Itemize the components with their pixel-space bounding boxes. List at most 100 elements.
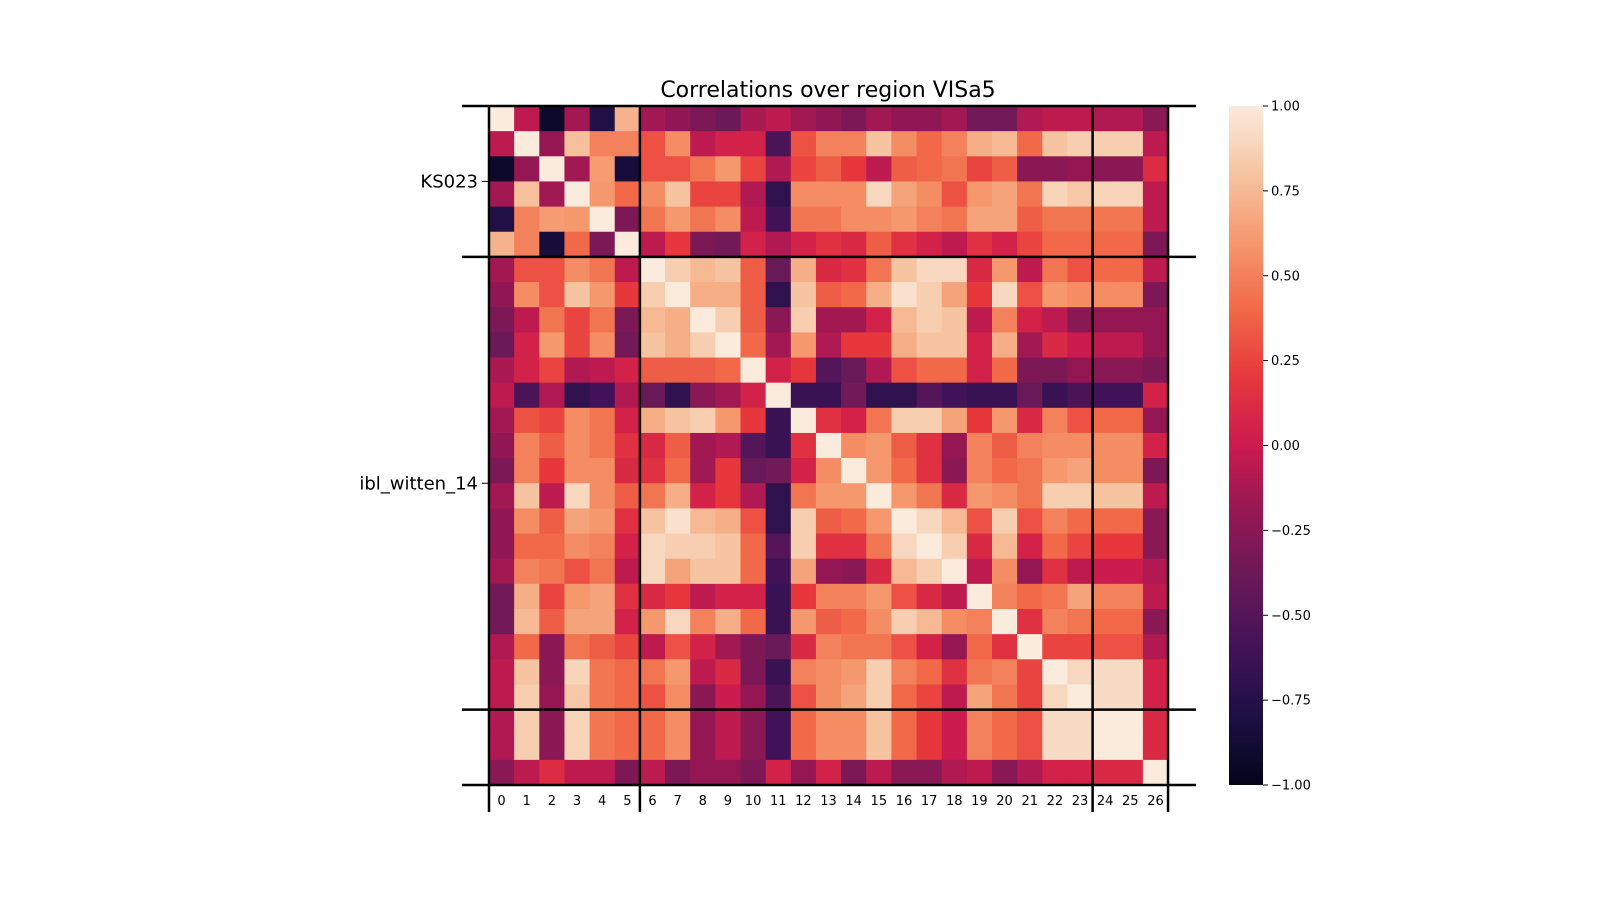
heatmap-cell-25-7 — [665, 734, 691, 761]
heatmap-cell-15-18 — [941, 483, 968, 509]
heatmap-cell-18-12 — [790, 558, 817, 585]
heatmap-cell-3-0 — [489, 181, 515, 208]
heatmap-cell-15-24 — [1092, 483, 1119, 509]
heatmap-cell-0-16 — [891, 106, 918, 132]
heatmap-cell-17-10 — [740, 533, 767, 560]
heatmap-cell-4-10 — [740, 206, 767, 233]
heatmap-cell-6-12 — [790, 256, 817, 283]
heatmap-cell-26-15 — [866, 759, 892, 786]
heatmap-cell-26-19 — [966, 759, 993, 786]
heatmap-cell-14-0 — [489, 458, 515, 484]
heatmap-cell-21-3 — [564, 634, 591, 660]
heatmap-cell-2-24 — [1092, 156, 1119, 183]
heatmap-cell-10-2 — [539, 357, 566, 384]
x-tick-label: 23 — [1072, 794, 1089, 809]
heatmap-cell-14-25 — [1117, 458, 1144, 484]
heatmap-cell-21-14 — [841, 634, 867, 660]
heatmap-cell-20-16 — [891, 609, 918, 635]
heatmap-cell-25-11 — [765, 734, 792, 761]
heatmap-cell-25-12 — [790, 734, 817, 761]
heatmap-cell-12-0 — [489, 407, 515, 434]
heatmap-cell-2-13 — [815, 156, 842, 183]
heatmap-cell-8-3 — [564, 307, 591, 333]
heatmap-cell-9-9 — [715, 332, 742, 359]
heatmap-cell-20-4 — [589, 609, 616, 635]
heatmap-cell-16-19 — [966, 508, 993, 535]
heatmap-cell-21-12 — [790, 634, 817, 660]
heatmap-cell-18-17 — [916, 558, 943, 585]
heatmap-cell-18-21 — [1017, 558, 1043, 585]
heatmap-cell-18-7 — [665, 558, 691, 585]
heatmap-cell-11-18 — [941, 382, 968, 409]
heatmap-cell-2-8 — [690, 156, 716, 183]
heatmap-cell-13-2 — [539, 432, 566, 459]
heatmap-cell-11-9 — [715, 382, 742, 409]
heatmap-cell-14-13 — [815, 458, 842, 484]
heatmap-cell-21-11 — [765, 634, 792, 660]
heatmap-cell-20-24 — [1092, 609, 1119, 635]
heatmap-cell-1-15 — [866, 131, 892, 157]
heatmap-cell-12-1 — [514, 407, 540, 434]
heatmap-cell-10-14 — [841, 357, 867, 384]
heatmap-cell-11-7 — [665, 382, 691, 409]
heatmap-cell-6-4 — [589, 256, 616, 283]
heatmap-cell-0-1 — [514, 106, 540, 132]
heatmap-cell-0-5 — [614, 106, 641, 132]
heatmap-cell-2-1 — [514, 156, 540, 183]
heatmap-cell-17-6 — [639, 533, 666, 560]
heatmap-cell-6-23 — [1067, 256, 1094, 283]
x-tick-label: 6 — [648, 794, 656, 809]
heatmap-cell-13-20 — [992, 432, 1018, 459]
x-tick-label: 9 — [724, 794, 732, 809]
heatmap-cell-12-18 — [941, 407, 968, 434]
heatmap-cell-11-14 — [841, 382, 867, 409]
heatmap-cell-22-13 — [815, 659, 842, 686]
heatmap-cell-24-20 — [992, 709, 1018, 736]
x-tick-label: 12 — [795, 794, 812, 809]
heatmap-cell-2-7 — [665, 156, 691, 183]
heatmap-cell-3-3 — [564, 181, 591, 208]
heatmap-cell-11-25 — [1117, 382, 1144, 409]
heatmap-cell-12-2 — [539, 407, 566, 434]
heatmap-cell-24-13 — [815, 709, 842, 736]
heatmap-cell-20-19 — [966, 609, 993, 635]
heatmap-cell-0-22 — [1042, 106, 1069, 132]
heatmap-cell-21-10 — [740, 634, 767, 660]
x-tick-label: 4 — [598, 794, 606, 809]
heatmap-cell-26-14 — [841, 759, 867, 786]
heatmap-cell-3-23 — [1067, 181, 1094, 208]
heatmap-cell-19-10 — [740, 583, 767, 610]
heatmap-cell-7-22 — [1042, 282, 1069, 308]
heatmap-cell-3-16 — [891, 181, 918, 208]
heatmap-cell-0-21 — [1017, 106, 1043, 132]
colorbar-tick-label: 1.00 — [1271, 100, 1300, 115]
heatmap-cell-22-4 — [589, 659, 616, 686]
heatmap-cell-13-4 — [589, 432, 616, 459]
heatmap-cell-26-20 — [992, 759, 1018, 786]
heatmap-cell-15-6 — [639, 483, 666, 509]
heatmap-cell-19-12 — [790, 583, 817, 610]
heatmap-cell-16-12 — [790, 508, 817, 535]
heatmap-cell-26-4 — [589, 759, 616, 786]
heatmap-cell-10-26 — [1142, 357, 1169, 384]
heatmap-cell-17-5 — [614, 533, 641, 560]
heatmap-cell-16-3 — [564, 508, 591, 535]
heatmap-cell-3-22 — [1042, 181, 1069, 208]
heatmap-cell-7-23 — [1067, 282, 1094, 308]
heatmap-cell-7-5 — [614, 282, 641, 308]
x-axis-ticks: 0 1 2 3 4 5 6 7 8 9 10 11 12 13 14 15 16 17 18 19 20 21 22 23 24… — [497, 794, 1163, 809]
heatmap-cell-9-10 — [740, 332, 767, 359]
heatmap-cell-18-9 — [715, 558, 742, 585]
heatmap-cell-4-8 — [690, 206, 716, 233]
heatmap-cell-8-2 — [539, 307, 566, 333]
heatmap-cell-17-7 — [665, 533, 691, 560]
heatmap-cell-12-23 — [1067, 407, 1094, 434]
heatmap-cell-2-3 — [564, 156, 591, 183]
heatmap-cell-2-15 — [866, 156, 892, 183]
heatmap-cell-0-11 — [765, 106, 792, 132]
heatmap-cell-22-24 — [1092, 659, 1119, 686]
heatmap-cell-6-2 — [539, 256, 566, 283]
heatmap-cell-5-21 — [1017, 231, 1043, 258]
heatmap-cell-21-0 — [489, 634, 515, 660]
